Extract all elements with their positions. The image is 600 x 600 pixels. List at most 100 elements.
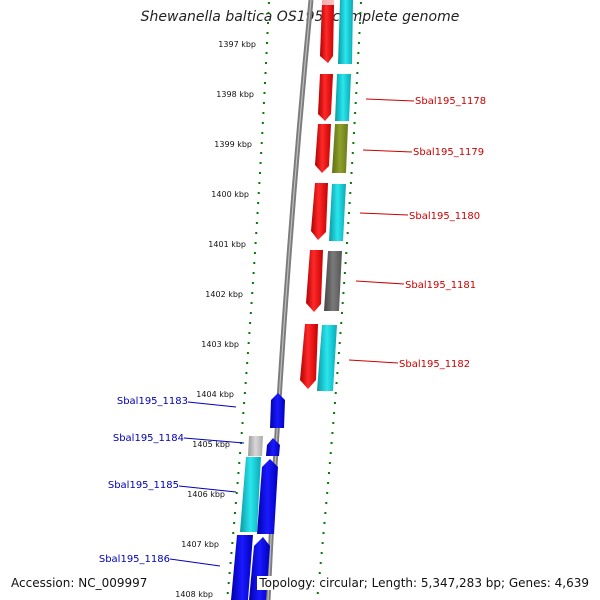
gene-label[interactable]: Sbal195_1183 xyxy=(117,396,188,407)
ruler-tick-minor xyxy=(337,352,340,354)
gene-arrow[interactable] xyxy=(231,535,253,600)
gene-label[interactable]: Sbal195_1184 xyxy=(113,433,184,444)
gene-label[interactable]: Sbal195_1186 xyxy=(99,554,170,565)
gene-arrow[interactable] xyxy=(306,250,323,312)
ruler-tick-minor xyxy=(244,382,247,384)
gene-label[interactable]: Sbal195_1178 xyxy=(415,96,486,107)
ruler-tick-minor xyxy=(327,482,330,484)
genes-forward xyxy=(300,0,353,391)
gene-arrow[interactable] xyxy=(335,74,351,121)
ruler-tick-minor xyxy=(263,82,266,84)
ruler-tick-minor xyxy=(239,452,242,454)
gene-arrow[interactable] xyxy=(248,436,263,456)
ruler-tick-minor xyxy=(347,222,350,224)
ruler-tick-minor xyxy=(356,72,359,74)
ruler-tick-minor xyxy=(323,522,326,524)
ruler-tick-minor xyxy=(252,272,255,274)
ruler-tick-minor xyxy=(332,422,335,424)
ruler-tick-minor xyxy=(260,142,263,144)
ruler-tick-minor xyxy=(321,542,324,544)
ruler-label: 1402 kbp xyxy=(205,290,243,299)
ruler-tick-minor xyxy=(355,82,358,84)
ruler-tick-minor xyxy=(257,192,260,194)
ruler-tick-minor xyxy=(233,522,236,524)
ruler-tick-minor xyxy=(241,422,244,424)
gene-label[interactable]: Sbal195_1179 xyxy=(413,147,484,158)
ruler-tick-minor xyxy=(250,302,253,304)
gene-label[interactable]: Sbal195_1182 xyxy=(399,359,470,370)
ruler-tick-minor xyxy=(254,242,257,244)
ruler-tick-minor xyxy=(236,482,239,484)
ruler-tick-minor xyxy=(346,232,349,234)
ruler-label: 1397 kbp xyxy=(218,40,256,49)
gene-arrow[interactable] xyxy=(315,124,331,173)
ruler-tick-minor xyxy=(353,122,356,124)
ruler-tick-minor xyxy=(265,52,268,54)
ruler-tick-minor xyxy=(329,452,332,454)
ruler-tick-minor xyxy=(249,312,252,314)
gene-arrow[interactable] xyxy=(329,184,346,241)
gene-arrow[interactable] xyxy=(270,393,285,428)
gene-label[interactable]: Sbal195_1185 xyxy=(108,480,179,491)
gene-arrow[interactable] xyxy=(257,459,278,534)
ruler-tick-minor xyxy=(234,502,237,504)
ruler-tick-minor xyxy=(231,542,234,544)
ruler-tick-minor xyxy=(327,472,330,474)
ruler-tick-minor xyxy=(325,502,328,504)
ruler-tick-minor xyxy=(324,512,327,514)
gene-arrow[interactable] xyxy=(240,457,261,532)
ruler-tick-minor xyxy=(341,302,344,304)
ruler-tick-minor xyxy=(230,552,233,554)
ruler-tick-minor xyxy=(338,342,341,344)
ruler-tick-minor xyxy=(226,592,229,594)
label-connector xyxy=(359,212,409,216)
ruler-tick-minor xyxy=(349,182,352,184)
label-connector xyxy=(365,98,415,102)
gene-label[interactable]: Sbal195_1181 xyxy=(405,280,476,291)
ruler-tick-minor xyxy=(351,152,354,154)
ruler-tick-minor xyxy=(229,562,232,564)
ruler-tick-minor xyxy=(233,512,236,514)
ruler-tick-minor xyxy=(267,2,270,4)
ruler-tick-minor xyxy=(251,292,254,294)
ruler-tick-minor xyxy=(237,472,240,474)
ruler-tick-minor xyxy=(261,122,264,124)
gene-arrow[interactable] xyxy=(324,251,342,311)
ruler-tick-minor xyxy=(261,132,264,134)
ruler-tick-minor xyxy=(232,532,235,534)
label-connector xyxy=(183,437,245,444)
ruler-tick-minor xyxy=(335,382,338,384)
ruler-tick-minor xyxy=(264,72,267,74)
ruler-tick-minor xyxy=(345,252,348,254)
ruler-label: 1403 kbp xyxy=(201,340,239,349)
genome-title: Shewanella baltica OS195, complete genom… xyxy=(140,9,460,25)
ruler-tick-minor xyxy=(349,192,352,194)
gene-label[interactable]: Sbal195_1180 xyxy=(409,211,480,222)
ruler-tick-minor xyxy=(266,32,269,34)
gene-arrow[interactable] xyxy=(338,0,353,64)
ruler-tick-minor xyxy=(359,12,362,14)
gene-arrow[interactable] xyxy=(317,325,337,391)
ruler-tick-minor xyxy=(242,412,245,414)
gene-arrow[interactable] xyxy=(266,438,280,456)
ruler-tick-minor xyxy=(340,312,343,314)
gene-arrow[interactable] xyxy=(311,183,328,240)
ruler-tick-minor xyxy=(354,102,357,104)
genome-summary-text: Topology: circular; Length: 5,347,283 bp… xyxy=(257,576,591,590)
ruler-tick-minor xyxy=(358,22,361,24)
ruler-tick-minor xyxy=(339,332,342,334)
gene-labels-left: Sbal195_1183 Sbal195_1184 Sbal195_1185 S… xyxy=(99,396,245,567)
ruler-tick-minor xyxy=(355,92,358,94)
ruler-tick-minor xyxy=(263,92,266,94)
gene-arrow[interactable] xyxy=(332,124,348,173)
genes-reverse xyxy=(231,393,285,600)
gene-arrow[interactable] xyxy=(300,324,318,389)
gene-arrow[interactable] xyxy=(320,5,334,63)
ruler-tick-minor xyxy=(258,172,261,174)
ruler-tick-minor xyxy=(247,342,250,344)
gene-arrow[interactable] xyxy=(318,74,333,121)
label-connector xyxy=(178,485,237,493)
ruler-tick-minor xyxy=(316,592,319,594)
ruler-tick-minor xyxy=(243,392,246,394)
